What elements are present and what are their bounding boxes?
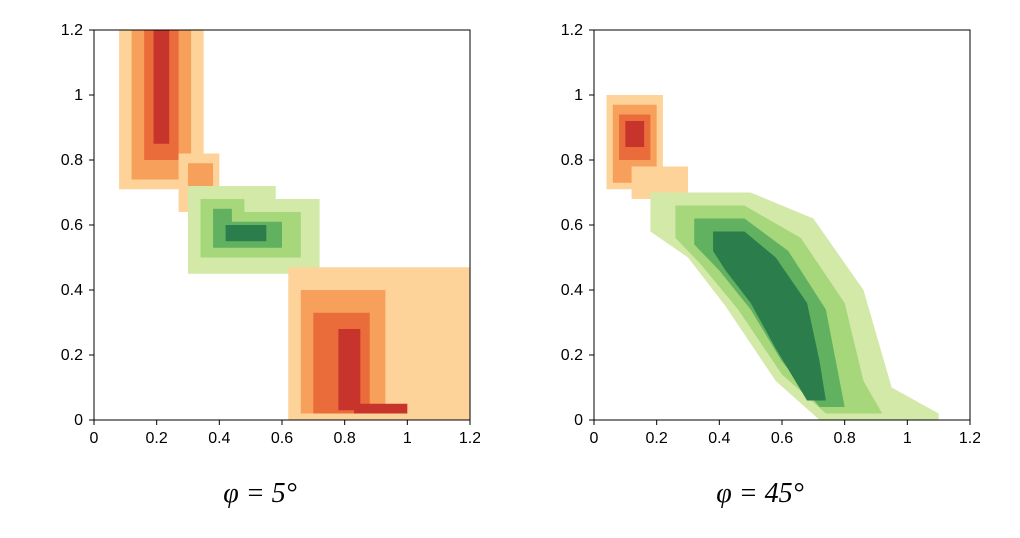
heatmap-right: 0 0.2 0.4 0.6 0.8 1 1.2 0 0.2 0.4 0.6 0.8 1 1.2 <box>540 20 980 460</box>
heatmap-left: 0 0.2 0.4 0.6 0.8 1 1.2 0 0.2 0.4 0.6 0.8 1 1.2 <box>40 20 480 460</box>
svg-text:1.2: 1.2 <box>459 430 480 447</box>
svg-text:0.2: 0.2 <box>561 347 583 364</box>
panel-left: 0 0.2 0.4 0.6 0.8 1 1.2 0 0.2 0.4 0.6 0.8 1 1.2 φ = 5… <box>40 20 480 510</box>
caption-right: φ = 45° <box>716 478 804 510</box>
svg-text:0: 0 <box>90 430 99 447</box>
svg-text:0.4: 0.4 <box>208 430 230 447</box>
svg-text:0.6: 0.6 <box>271 430 293 447</box>
panel-right: 0 0.2 0.4 0.6 0.8 1 1.2 0 0.2 0.4 0.6 0.8 1 1.2 φ = 4… <box>540 20 980 510</box>
svg-text:0.2: 0.2 <box>646 430 668 447</box>
svg-text:1: 1 <box>74 87 83 104</box>
svg-text:0.8: 0.8 <box>561 152 583 169</box>
svg-text:0.6: 0.6 <box>61 217 83 234</box>
svg-text:0.8: 0.8 <box>834 430 856 447</box>
svg-text:1.2: 1.2 <box>959 430 980 447</box>
svg-text:0.8: 0.8 <box>334 430 356 447</box>
svg-text:0.4: 0.4 <box>61 282 83 299</box>
svg-text:1: 1 <box>903 430 912 447</box>
svg-text:0.4: 0.4 <box>561 282 583 299</box>
svg-text:0: 0 <box>590 430 599 447</box>
svg-text:0.8: 0.8 <box>61 152 83 169</box>
svg-text:1: 1 <box>574 87 583 104</box>
svg-text:0: 0 <box>74 412 83 429</box>
svg-text:0.4: 0.4 <box>708 430 730 447</box>
svg-text:0: 0 <box>574 412 583 429</box>
figure-row: 0 0.2 0.4 0.6 0.8 1 1.2 0 0.2 0.4 0.6 0.8 1 1.2 φ = 5… <box>20 20 1000 510</box>
svg-text:0.6: 0.6 <box>771 430 793 447</box>
svg-text:1.2: 1.2 <box>561 22 583 39</box>
caption-left: φ = 5° <box>223 478 297 510</box>
svg-text:0.2: 0.2 <box>61 347 83 364</box>
svg-text:1: 1 <box>403 430 412 447</box>
svg-text:0.6: 0.6 <box>561 217 583 234</box>
svg-text:0.2: 0.2 <box>146 430 168 447</box>
svg-text:1.2: 1.2 <box>61 22 83 39</box>
